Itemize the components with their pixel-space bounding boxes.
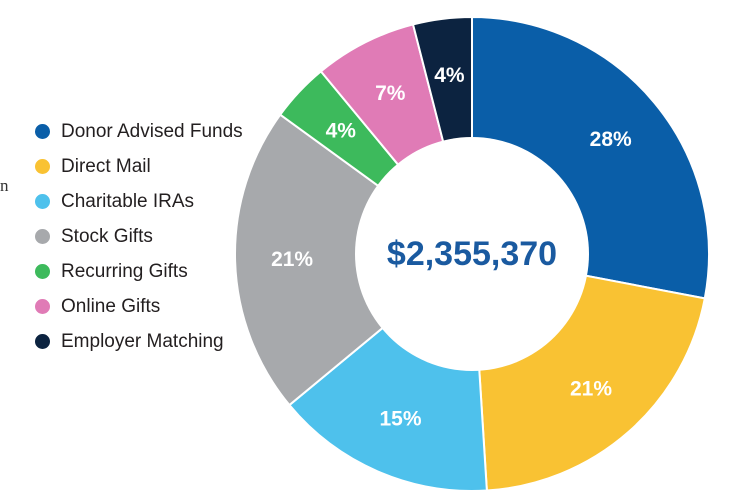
slice-label-employer-matching: 4% xyxy=(434,64,465,87)
donut-center-total: $2,355,370 xyxy=(387,235,557,273)
slice-label-donor-advised-funds: 28% xyxy=(590,128,632,151)
legend-swatch-dot xyxy=(35,124,50,139)
slice-label-online-gifts: 7% xyxy=(375,82,406,105)
legend-label: Employer Matching xyxy=(61,330,224,352)
legend-label: Direct Mail xyxy=(61,155,151,177)
donut-center-hole xyxy=(355,137,589,371)
legend-label: Recurring Gifts xyxy=(61,260,188,282)
cropped-text-fragment: n xyxy=(0,176,9,195)
legend-swatch-dot xyxy=(35,229,50,244)
legend-label: Donor Advised Funds xyxy=(61,120,243,142)
donut-slice-labels: 28% 21% 15% 21% 4% 7% 4% xyxy=(271,64,632,431)
slice-stock-gifts xyxy=(234,113,474,407)
slice-label-direct-mail: 21% xyxy=(570,378,612,401)
legend-swatch-dot xyxy=(35,334,50,349)
legend-item-online-gifts: Online Gifts xyxy=(35,289,243,324)
legend-item-recurring-gifts: Recurring Gifts xyxy=(35,254,243,289)
slice-label-recurring-gifts: 4% xyxy=(326,119,357,142)
slice-label-stock-gifts: 21% xyxy=(271,248,313,271)
legend-item-direct-mail: Direct Mail xyxy=(35,149,243,184)
legend-label: Stock Gifts xyxy=(61,225,153,247)
legend-swatch-dot xyxy=(35,264,50,279)
legend-swatch-dot xyxy=(35,299,50,314)
chart-legend: Donor Advised Funds Direct Mail Charitab… xyxy=(35,114,243,359)
legend-label: Online Gifts xyxy=(61,295,161,317)
legend-item-charitable-iras: Charitable IRAs xyxy=(35,184,243,219)
legend-label: Charitable IRAs xyxy=(61,190,195,212)
legend-swatch-dot xyxy=(35,159,50,174)
slice-label-charitable-iras: 15% xyxy=(379,408,421,431)
legend-swatch-dot xyxy=(35,194,50,209)
legend-item-stock-gifts: Stock Gifts xyxy=(35,219,243,254)
legend-item-donor-advised-funds: Donor Advised Funds xyxy=(35,114,243,149)
legend-item-employer-matching: Employer Matching xyxy=(35,324,243,359)
